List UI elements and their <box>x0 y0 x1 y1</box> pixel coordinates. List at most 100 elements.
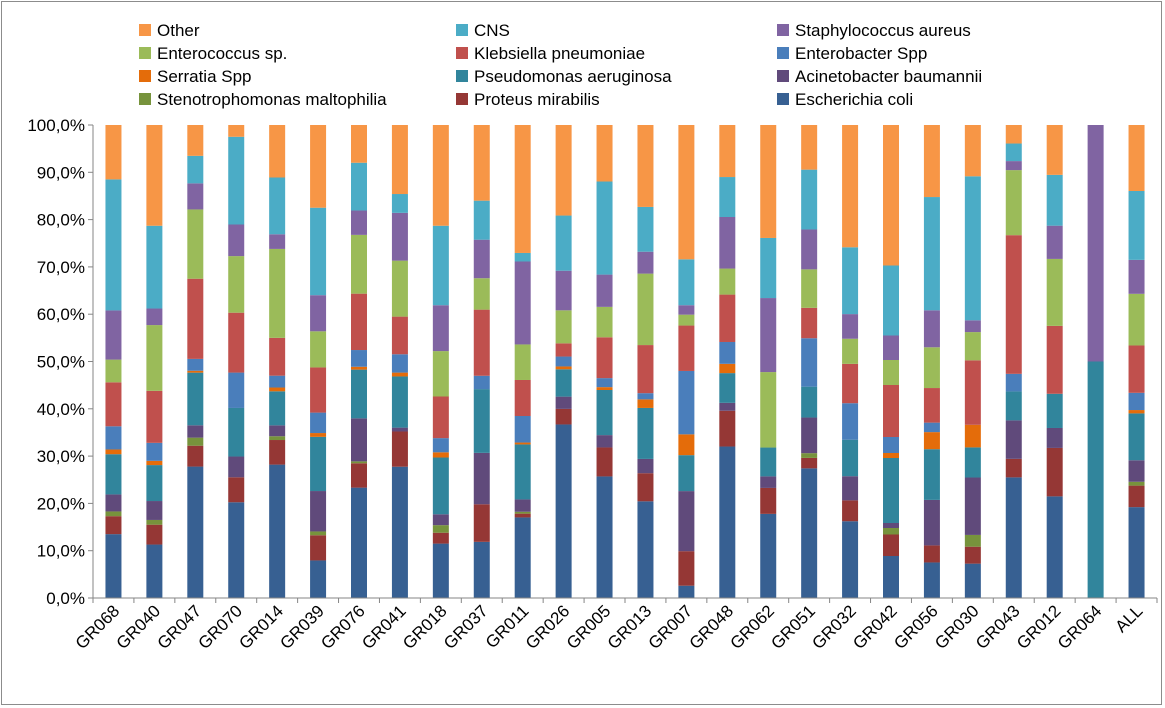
bar-segment-acinetobacter-baumannii <box>310 491 327 532</box>
bar-segment-staphylococcus-aureus <box>351 210 367 235</box>
bar-segment-proteus-mirabilis <box>105 516 122 535</box>
legend-swatch <box>777 47 789 59</box>
bar-stack-gr037 <box>473 125 490 598</box>
bar-segment-enterobacter-spp <box>269 375 286 388</box>
bars <box>105 125 1145 598</box>
bar-segment-other <box>801 125 818 170</box>
bar-segment-acinetobacter-baumannii <box>883 523 899 528</box>
legend-swatch <box>456 70 468 82</box>
bar-segment-staphylococcus-aureus <box>719 216 736 269</box>
bar-segment-staphylococcus-aureus <box>801 229 818 270</box>
bar-segment-klebsiella-pneumoniae <box>105 382 122 427</box>
bar-segment-enterobacter-spp <box>391 354 408 373</box>
bar-segment-staphylococcus-aureus <box>1005 161 1022 171</box>
bar-segment-staphylococcus-aureus <box>678 305 695 315</box>
legend-swatch <box>139 47 151 59</box>
bar-segment-proteus-mirabilis <box>637 473 654 502</box>
bar-segment-escherichia-coli <box>146 544 163 598</box>
x-tick-label: GR070 <box>195 601 247 653</box>
bar-segment-klebsiella-pneumoniae <box>801 307 818 339</box>
bar-segment-cns <box>351 162 367 211</box>
bar-segment-klebsiella-pneumoniae <box>514 379 531 417</box>
bar-segment-enterococcus-sp <box>187 209 204 279</box>
bar-segment-pseudomonas-aeruginosa <box>391 376 408 428</box>
bar-segment-klebsiella-pneumoniae <box>228 312 245 373</box>
bar-segment-enterobacter-spp <box>105 426 122 450</box>
bar-stack-gr048 <box>719 125 736 598</box>
bar-stack-gr043 <box>1005 125 1022 598</box>
bar-segment-escherichia-coli <box>432 543 449 598</box>
bar-stack-gr032 <box>842 125 859 598</box>
bar-segment-other <box>514 125 531 253</box>
legend-swatch <box>777 24 789 36</box>
bar-segment-enterococcus-sp <box>432 351 449 397</box>
bar-stack-gr076 <box>351 125 367 598</box>
bar-segment-escherichia-coli <box>391 466 408 598</box>
bar-segment-proteus-mirabilis <box>269 440 286 465</box>
bar-segment-stenotrophomonas-maltophilia <box>187 437 204 446</box>
bar-stack-gr030 <box>964 125 981 598</box>
bar-segment-stenotrophomonas-maltophilia <box>801 453 818 458</box>
bar-segment-staphylococcus-aureus <box>883 335 899 360</box>
bar-segment-stenotrophomonas-maltophilia <box>1128 481 1145 486</box>
legend-label: Pseudomonas aeruginosa <box>474 67 672 86</box>
bar-segment-serratia-spp <box>637 399 654 408</box>
legend-swatch <box>456 93 468 105</box>
bar-segment-enterobacter-spp <box>678 370 695 435</box>
bar-segment-proteus-mirabilis <box>473 504 490 542</box>
bar-segment-staphylococcus-aureus <box>1046 225 1063 259</box>
bar-segment-escherichia-coli <box>719 446 736 598</box>
bar-segment-other <box>842 125 859 248</box>
bar-segment-enterobacter-spp <box>473 375 490 390</box>
bar-segment-acinetobacter-baumannii <box>473 452 490 505</box>
bar-segment-escherichia-coli <box>596 476 613 598</box>
bar-segment-enterococcus-sp <box>964 332 981 361</box>
bar-segment-klebsiella-pneumoniae <box>473 309 490 376</box>
bar-segment-acinetobacter-baumannii <box>146 501 163 520</box>
y-tick-label: 80,0% <box>37 211 85 230</box>
bar-segment-proteus-mirabilis <box>391 431 408 467</box>
bar-segment-serratia-spp <box>187 370 204 373</box>
bar-segment-enterococcus-sp <box>719 268 736 295</box>
bar-segment-acinetobacter-baumannii <box>964 477 981 535</box>
bar-segment-enterococcus-sp <box>351 234 367 294</box>
bar-segment-staphylococcus-aureus <box>391 212 408 261</box>
bar-segment-staphylococcus-aureus <box>596 274 613 307</box>
legend-item-escherichia-coli: Escherichia coli <box>777 90 913 109</box>
bar-segment-enterococcus-sp <box>1128 293 1145 346</box>
bar-stack-gr011 <box>514 125 531 598</box>
bar-segment-pseudomonas-aeruginosa <box>842 439 859 477</box>
bar-segment-escherichia-coli <box>351 487 367 598</box>
bar-segment-other <box>432 125 449 226</box>
bar-stack-gr018 <box>432 125 449 598</box>
bar-segment-cns <box>310 207 327 296</box>
bar-segment-other <box>1128 125 1145 191</box>
legend-item-cns: CNS <box>456 21 510 40</box>
bar-segment-klebsiella-pneumoniae <box>310 367 327 413</box>
bar-segment-other <box>473 125 490 201</box>
bar-segment-escherichia-coli <box>473 541 490 598</box>
bar-segment-other <box>596 125 613 182</box>
bar-segment-proteus-mirabilis <box>842 500 859 522</box>
y-tick-label: 10,0% <box>37 542 85 561</box>
bar-segment-proteus-mirabilis <box>1128 485 1145 508</box>
legend-swatch <box>456 47 468 59</box>
bar-segment-pseudomonas-aeruginosa <box>923 449 940 500</box>
bar-segment-pseudomonas-aeruginosa <box>883 458 899 523</box>
legend-label: Staphylococcus aureus <box>795 21 971 40</box>
bar-segment-stenotrophomonas-maltophilia <box>514 511 531 514</box>
bar-segment-proteus-mirabilis <box>719 410 736 447</box>
legend: Other CNS Staphylococcus aureus Enterococcu… <box>139 21 982 109</box>
bar-segment-acinetobacter-baumannii <box>760 476 777 488</box>
x-tick-label: GR068 <box>72 601 124 653</box>
bar-segment-staphylococcus-aureus <box>1128 259 1145 294</box>
bar-stack-gr070 <box>228 125 245 598</box>
bar-segment-staphylococcus-aureus <box>964 320 981 333</box>
bar-stack-gr051 <box>801 125 818 598</box>
bar-segment-enterobacter-spp <box>310 412 327 434</box>
x-tick-label: GR056 <box>890 601 942 653</box>
bar-segment-stenotrophomonas-maltophilia <box>964 534 981 547</box>
bar-segment-enterococcus-sp <box>391 260 408 317</box>
bar-segment-pseudomonas-aeruginosa <box>637 407 654 459</box>
bar-stack-gr041 <box>391 125 408 598</box>
